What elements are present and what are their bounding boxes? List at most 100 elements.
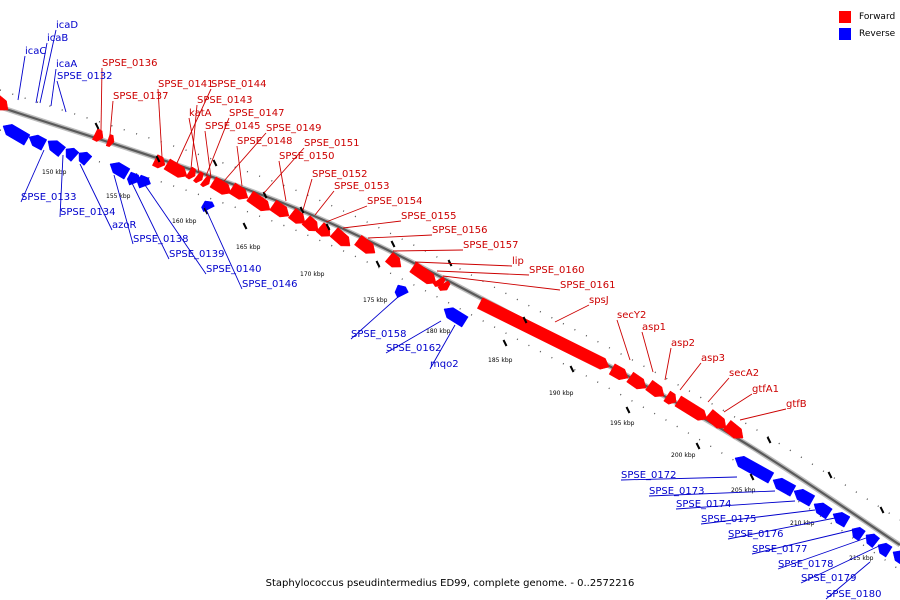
label-leader-line — [641, 331, 654, 373]
reverse-gene-label: mqo2 — [430, 359, 459, 370]
label-leader-line — [130, 180, 170, 260]
kbp-tick-label: 195 kbp — [610, 420, 635, 427]
label-leader-line — [176, 88, 212, 164]
reverse-gene-label: SPSE_0178 — [778, 559, 834, 570]
label-leader-line — [664, 347, 672, 381]
forward-gene-label: SPSE_0144 — [211, 79, 267, 90]
reverse-gene-arrow — [793, 488, 816, 507]
label-leader-line — [675, 500, 796, 510]
forward-gene-arrow — [354, 234, 376, 254]
reverse-gene-arrow — [734, 455, 775, 484]
kbp-tick-label: 155 kbp — [106, 193, 131, 200]
forward-gene-arrow — [704, 409, 727, 429]
reverse-swatch — [839, 28, 851, 40]
forward-gene-label: SPSE_0147 — [229, 108, 285, 119]
forward-gene-label: SPSE_0156 — [432, 225, 488, 236]
label-leader-line — [59, 154, 64, 218]
forward-gene-arrow — [246, 190, 271, 212]
reverse-gene-label: SPSE_0140 — [206, 264, 262, 275]
forward-gene-arrow — [329, 227, 351, 247]
forward-gene-arrow — [287, 207, 306, 224]
forward-gene-label: SPSE_0155 — [401, 211, 457, 222]
kbp-tick-label: 165 kbp — [236, 244, 261, 251]
label-leader-line — [436, 270, 530, 276]
forward-gene-label: asp1 — [642, 322, 666, 333]
kbp-tick-label: 215 kbp — [849, 555, 874, 562]
reverse-gene-arrow — [832, 512, 851, 528]
track-tick — [695, 442, 701, 450]
reverse-gene-arrow — [394, 284, 409, 299]
forward-gene-arrow — [432, 276, 446, 287]
forward-gene-label: secY2 — [617, 310, 646, 321]
reverse-gene-arrow — [201, 200, 215, 213]
label-leader-line — [79, 163, 113, 231]
track-tick — [203, 207, 209, 215]
reverse-gene-arrow — [136, 174, 151, 189]
label-leader-line — [414, 261, 513, 267]
reverse-gene-label: SPSE_0172 — [621, 470, 677, 481]
forward-gene-label: SPSE_0137 — [113, 91, 169, 102]
track-tick — [827, 471, 833, 479]
kbp-tick-label: 170 kbp — [300, 271, 325, 278]
reverse-gene-arrow — [851, 526, 866, 542]
legend-reverse: Reverse — [839, 26, 899, 42]
forward-gene-label: SPSE_0152 — [312, 169, 368, 180]
label-leader-line — [190, 104, 198, 170]
forward-gene-label: SPSE_0145 — [205, 121, 261, 132]
label-leader-line — [203, 204, 243, 290]
reverse-gene-label: icaB — [47, 33, 68, 44]
label-leader-line — [100, 67, 103, 131]
reverse-gene-label: SPSE_0133 — [21, 192, 77, 203]
forward-gene-arrow — [626, 371, 647, 390]
forward-gene-arrow — [645, 379, 665, 397]
forward-gene-arrow — [269, 199, 290, 218]
label-leader-line — [385, 320, 442, 354]
forward-gene-label: asp3 — [701, 353, 725, 364]
forward-gene-arrow — [384, 252, 402, 268]
label-leader-line — [17, 55, 26, 101]
reverse-gene-label: icaC — [25, 46, 46, 57]
kbp-tick-label: 210 kbp — [790, 520, 815, 527]
forward-gene-label: gtfA1 — [752, 384, 779, 395]
forward-gene-label: secA2 — [729, 368, 759, 379]
reverse-gene-label: SPSE_0180 — [826, 589, 882, 600]
reverse-gene-arrow — [813, 502, 833, 520]
forward-gene-label: SPSE_0157 — [463, 240, 519, 251]
track-tick — [212, 159, 218, 167]
track-tick — [242, 222, 248, 230]
forward-gene-label: katA — [189, 108, 212, 119]
forward-gene-label: SPSE_0151 — [304, 138, 360, 149]
reverse-gene-arrow — [78, 151, 93, 166]
track-tick — [325, 223, 331, 231]
label-leader-line — [236, 145, 243, 187]
reverse-gene-label: SPSE_0176 — [728, 529, 784, 540]
reverse-gene-arrow — [443, 307, 469, 328]
kbp-tick-label: 150 kbp — [42, 169, 67, 176]
forward-gene-label: SPSE_0150 — [279, 151, 335, 162]
forward-gene-arrow — [228, 182, 249, 200]
reverse-gene-label: icaA — [56, 59, 77, 70]
label-leader-line — [442, 275, 561, 291]
label-leader-line — [223, 132, 267, 182]
legend-forward-label: Forward — [859, 12, 896, 22]
reverse-gene-label: icaD — [56, 20, 78, 31]
label-leader-line — [825, 561, 871, 600]
forward-gene-arrow — [91, 128, 104, 142]
track-tick — [569, 365, 575, 373]
reverse-gene-label: SPSE_0175 — [701, 514, 757, 525]
track-tick — [766, 436, 772, 444]
reverse-gene-label: SPSE_0174 — [676, 499, 732, 510]
label-leader-line — [263, 147, 305, 194]
track-tick — [625, 406, 631, 414]
label-leader-line — [367, 234, 433, 239]
forward-gene-arrow — [674, 395, 708, 421]
track-tick — [502, 339, 508, 347]
reverse-gene-label: SPSE_0138 — [133, 234, 189, 245]
forward-gene-label: SPSE_0136 — [102, 58, 158, 69]
kbp-tick-label: 190 kbp — [549, 390, 574, 397]
label-leader-line — [144, 184, 207, 275]
kbp-tick-label: 160 kbp — [172, 218, 197, 225]
forward-gene-arrow — [105, 133, 115, 148]
legend-reverse-label: Reverse — [859, 29, 896, 39]
track-tick — [94, 122, 100, 130]
